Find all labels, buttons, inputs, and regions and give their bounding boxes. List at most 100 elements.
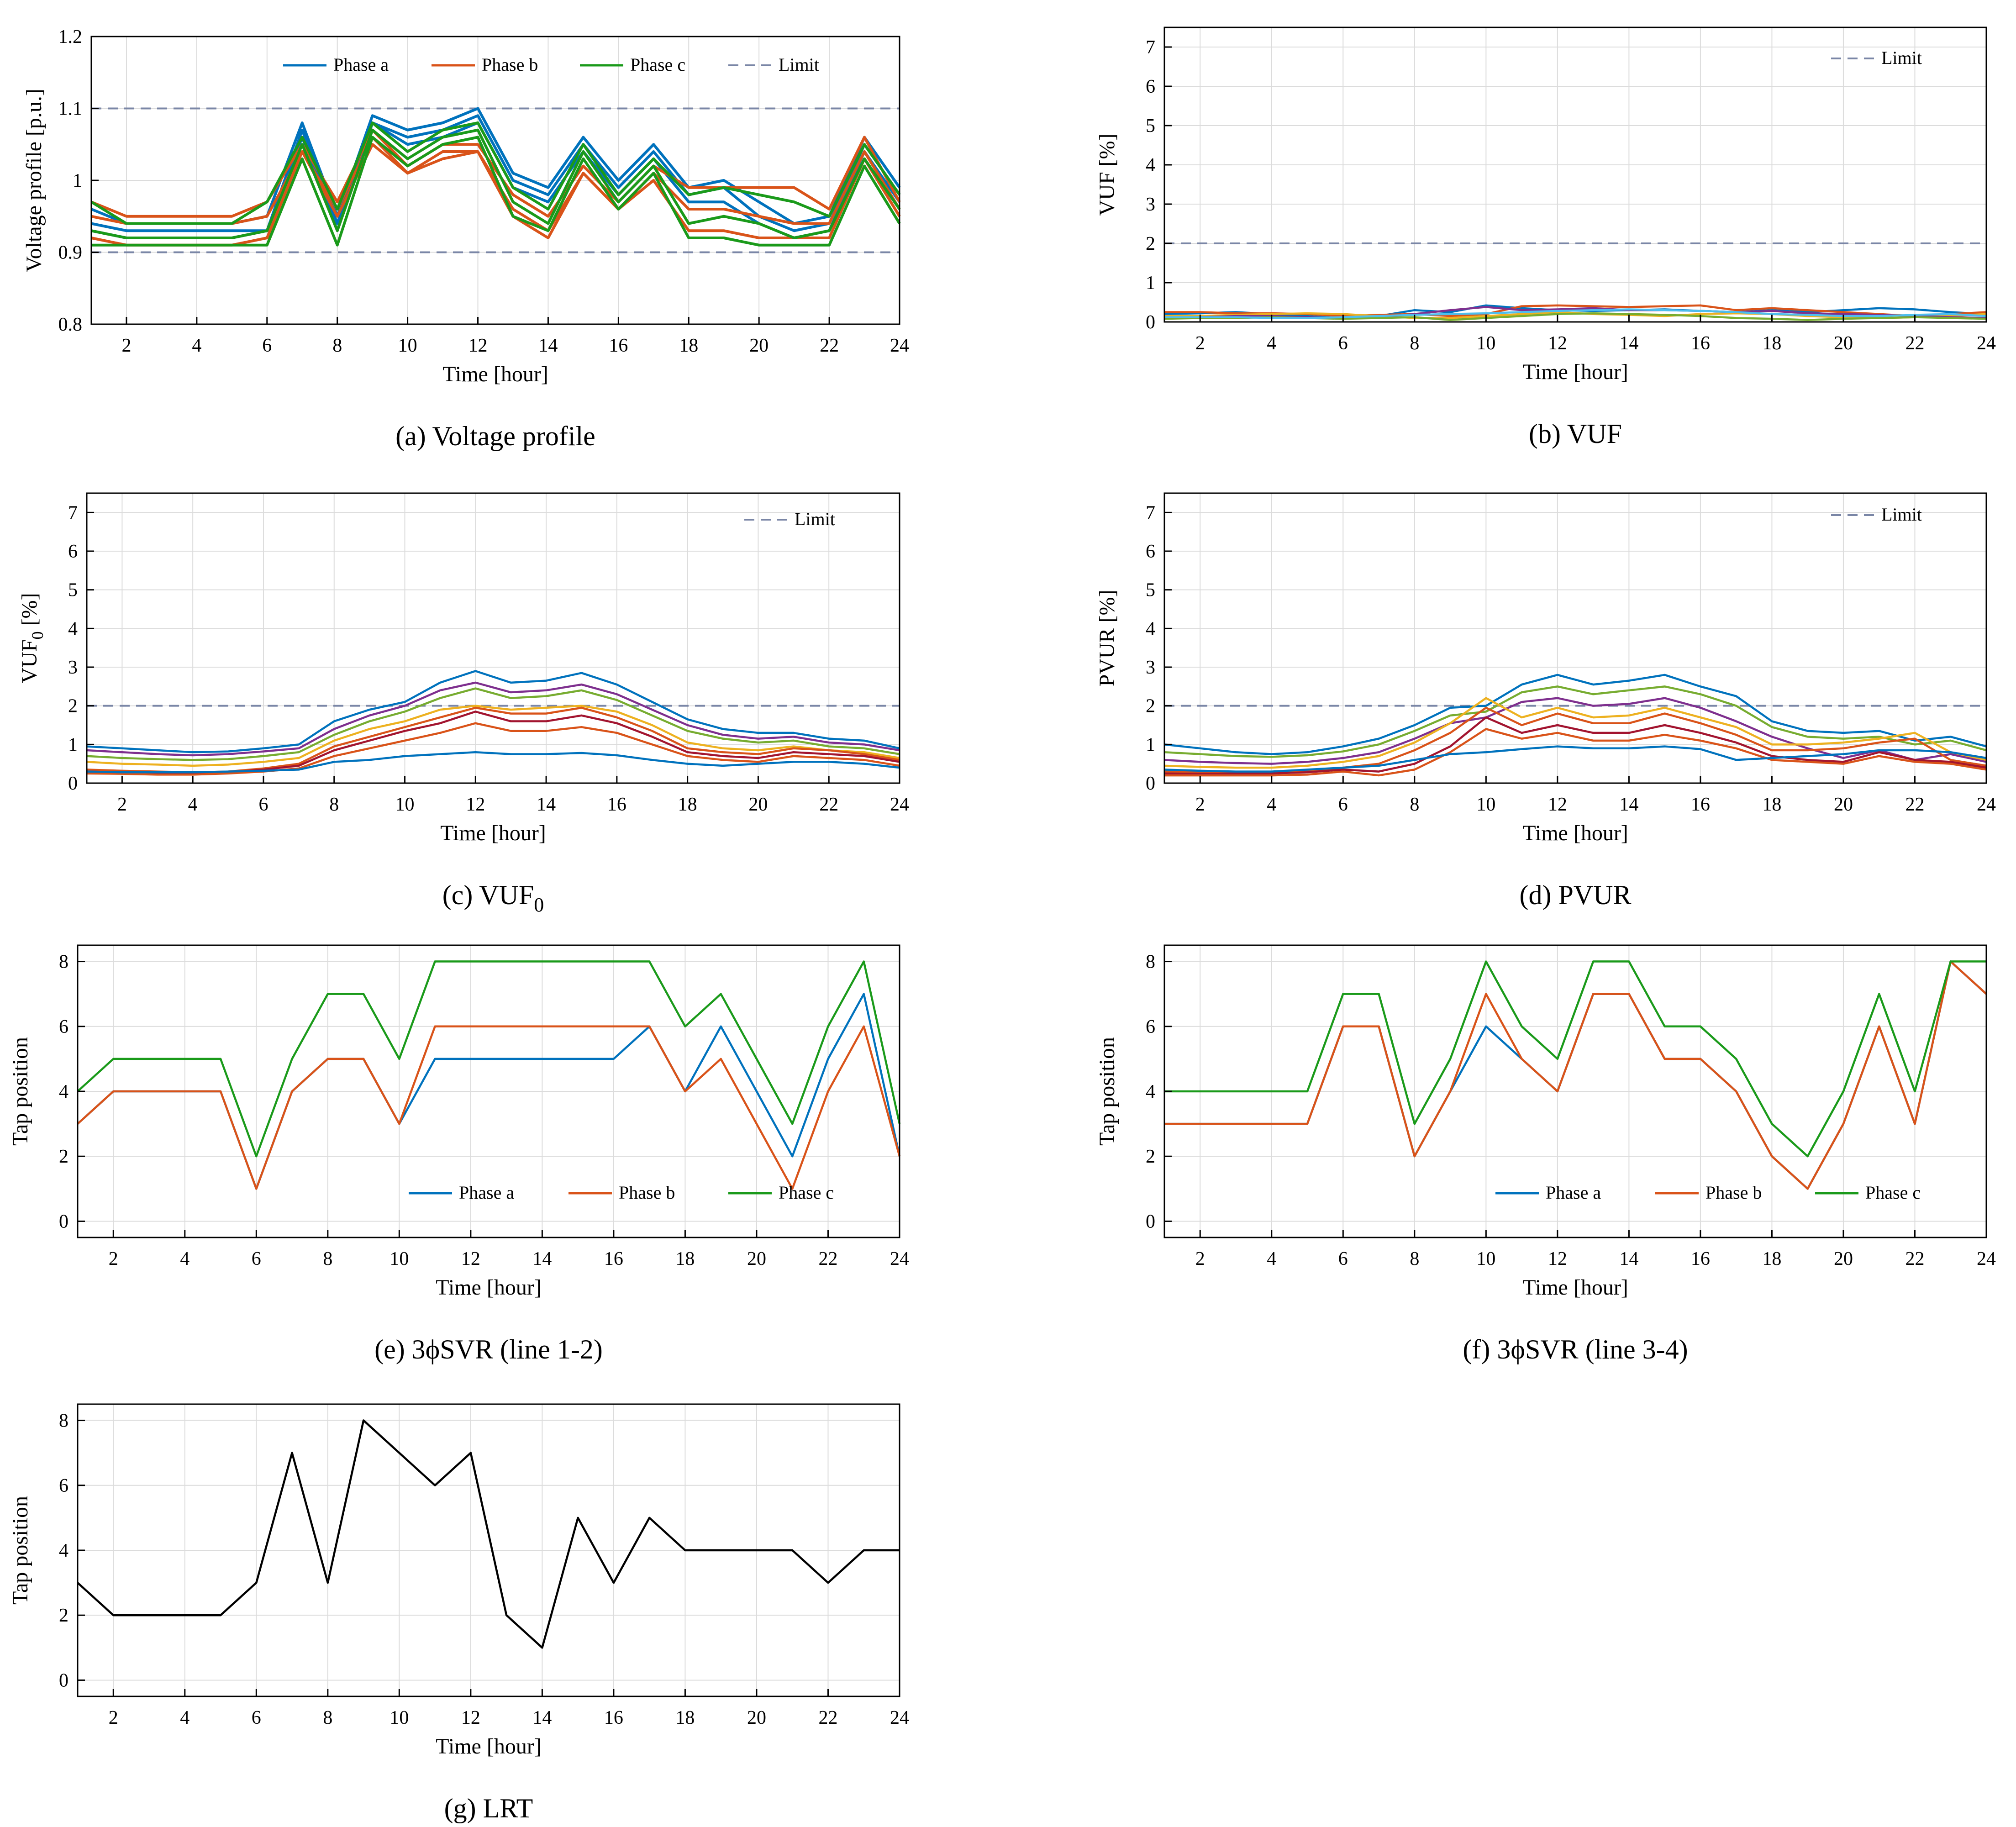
x-tick-label: 6: [1338, 1248, 1348, 1269]
y-tick-label: 6: [59, 1475, 68, 1496]
x-tick-label: 16: [607, 794, 626, 815]
x-tick-label: 6: [1338, 794, 1348, 815]
x-tick-label: 6: [258, 794, 268, 815]
x-tick-label: 24: [890, 1248, 909, 1269]
plot-area: [1164, 493, 1986, 783]
x-tick-label: 4: [180, 1248, 189, 1269]
x-tick-label: 12: [1548, 794, 1567, 815]
axes-frame: [1163, 26, 1987, 323]
y-tick-label: 5: [1146, 116, 1155, 137]
y-tick-label: 4: [1146, 1081, 1155, 1102]
x-axis-label: Time [hour]: [1522, 821, 1628, 845]
plot-area: [87, 493, 900, 783]
legend-entry: Phase c: [779, 1182, 834, 1203]
y-tick-label: 7: [1146, 37, 1155, 58]
x-tick-label: 12: [461, 1248, 480, 1269]
series-line-bus-8: [1164, 745, 1987, 773]
y-tick-label: 1: [1146, 273, 1155, 294]
y-tick-label: 0: [68, 773, 78, 794]
series-line-bus-5: [1164, 706, 1987, 774]
panel-caption: (e) 3ϕSVR (line 1-2): [374, 1334, 603, 1364]
x-tick-label: 16: [1691, 794, 1710, 815]
x-tick-label: 14: [532, 1707, 552, 1728]
y-tick-label: 2: [68, 696, 78, 717]
legend: Limit: [1831, 47, 1922, 68]
series-line-bus-2: [86, 681, 900, 757]
y-tick-label: 3: [1146, 194, 1155, 215]
x-tick-label: 20: [1834, 1248, 1853, 1269]
x-tick-label: 16: [604, 1707, 623, 1728]
y-tick-label: 5: [68, 580, 78, 601]
x-tick-label: 2: [117, 794, 127, 815]
x-tick-label: 14: [1619, 794, 1638, 815]
y-tick-label: 0: [1146, 312, 1155, 333]
y-tick-label: 1.2: [58, 26, 83, 47]
legend-entry: Phase a: [1546, 1182, 1601, 1203]
series-line-phase-c: [91, 128, 901, 239]
y-tick-label: 7: [68, 502, 78, 523]
legend-entry: Phase a: [459, 1182, 514, 1203]
y-tick-label: 4: [1146, 618, 1155, 639]
axes-frame: [1163, 492, 1987, 784]
legend: Limit: [1831, 504, 1922, 525]
series-line-bus-1: [86, 670, 900, 753]
series-lines: [77, 1419, 900, 1649]
x-tick-label: 22: [1905, 1248, 1924, 1269]
y-tick-label: 2: [1146, 696, 1155, 717]
series-line-lrt: [77, 1419, 900, 1649]
x-tick-label: 12: [468, 335, 488, 356]
x-tick-label: 18: [678, 794, 697, 815]
series-line-bus-7: [1164, 728, 1987, 777]
y-tick-label: 8: [59, 1411, 68, 1432]
legend-entry: Limit: [779, 54, 819, 75]
series-line-phase-c: [77, 960, 901, 1158]
series-line-bus-2: [1164, 685, 1987, 758]
series-line-bus-6: [1164, 308, 1987, 319]
x-tick-label: 8: [1410, 794, 1419, 815]
y-tick-label: 6: [1146, 541, 1155, 562]
series-line-bus-3: [1164, 697, 1987, 765]
x-tick-label: 6: [1338, 333, 1348, 354]
x-tick-label: 12: [1548, 1248, 1567, 1269]
y-tick-label: 0: [1146, 1211, 1155, 1232]
x-tick-label: 18: [1762, 794, 1781, 815]
y-axis-label-subscript: 0: [28, 631, 47, 639]
series-line-bus-4: [1164, 697, 1987, 769]
y-axis-label: Voltage profile [p.u.]: [22, 89, 46, 272]
x-tick-label: 24: [890, 335, 909, 356]
legend: Limit: [744, 509, 835, 529]
y-tick-label: 6: [1146, 76, 1155, 97]
y-tick-label: 2: [1146, 1146, 1155, 1167]
y-axis-label: Tap position: [8, 1496, 32, 1605]
y-tick-label: 4: [59, 1081, 68, 1102]
panel-caption: (b) VUF: [1529, 419, 1622, 449]
x-tick-label: 2: [109, 1707, 118, 1728]
series-lines: [86, 670, 900, 776]
panel-caption-subscript: 0: [534, 894, 544, 916]
series-lines: [1164, 674, 1987, 777]
x-tick-label: 8: [323, 1707, 332, 1728]
x-tick-label: 22: [1905, 794, 1924, 815]
legend: Phase a Phase b Phase c Limit: [283, 54, 819, 75]
y-tick-label: 1.1: [58, 99, 83, 120]
x-tick-label: 8: [332, 335, 342, 356]
x-tick-label: 16: [1691, 333, 1710, 354]
x-tick-label: 10: [390, 1248, 409, 1269]
y-tick-label: 6: [59, 1016, 68, 1037]
y-axis-label: VUF [%]: [1095, 134, 1119, 216]
x-tick-label: 6: [262, 335, 272, 356]
x-tick-label: 2: [1195, 333, 1205, 354]
x-tick-label: 2: [121, 335, 131, 356]
x-tick-label: 24: [1977, 333, 1996, 354]
x-tick-label: 12: [461, 1707, 480, 1728]
series-line-bus-3: [86, 687, 900, 761]
series-line-phase-c: [1164, 960, 1986, 1158]
x-tick-label: 18: [1762, 333, 1781, 354]
series-line-phase-b: [77, 1025, 901, 1190]
series-line-bus-6: [1164, 716, 1987, 775]
